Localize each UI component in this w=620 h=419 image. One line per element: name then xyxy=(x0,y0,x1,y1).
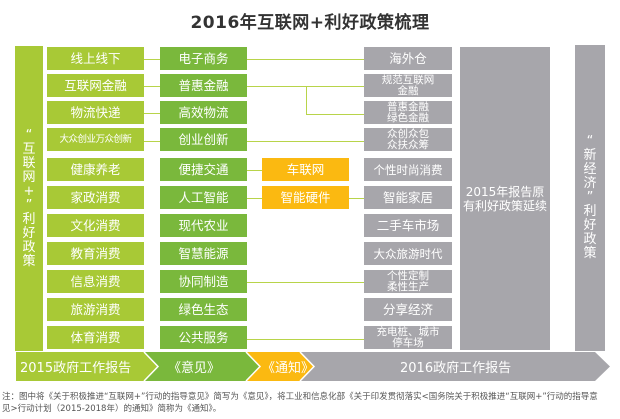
policy-continuation-box: 2015年报告原 有利好政策延续 xyxy=(460,47,550,350)
col1-box: 旅游消费 xyxy=(47,298,144,321)
big-box-text: 2015年报告原 xyxy=(465,184,545,199)
col2-box: 便捷交通 xyxy=(160,158,247,181)
timeline-2015-report: 2015政府工作报告 xyxy=(20,361,132,376)
connector-line xyxy=(247,170,262,171)
timeline-notice: 《通知》 xyxy=(262,361,315,376)
col2-box: 智慧能源 xyxy=(160,242,247,265)
timeline-opinion: 《意见》 xyxy=(168,361,221,376)
col4-text: 个性定制 xyxy=(387,269,429,282)
col4-box: 个性时尚消费 xyxy=(364,158,452,181)
footnote-line: 注：图中将《关于积极推进“互联网+”行动的指导意见》简写为《意见》，将工业和信息… xyxy=(2,392,598,402)
col2-box: 公共服务 xyxy=(160,326,247,349)
col4-box: 大众旅游时代 xyxy=(364,242,452,265)
connector-line xyxy=(247,141,364,142)
col3-box-connected-car: 车联网 xyxy=(262,158,349,181)
bar-char: 策 xyxy=(583,246,597,261)
col4-text: 个性时尚消费 xyxy=(373,162,443,177)
col2-box: 现代农业 xyxy=(160,214,247,237)
bar-char: 好 xyxy=(583,218,597,233)
col4-box: 海外仓 xyxy=(364,47,452,70)
bar-char: 新 xyxy=(583,148,597,163)
bar-char: 政 xyxy=(583,232,597,247)
col4-box: 规范互联网 金融 xyxy=(364,74,452,97)
col3-box-smart-hardware: 智能硬件 xyxy=(262,186,349,209)
col1-box: 信息消费 xyxy=(47,270,144,293)
col4-text: 规范互联网 xyxy=(381,73,435,86)
timeline-arrow-bar: 2015政府工作报告 《意见》 《通知》 2016政府工作报告 xyxy=(0,352,620,381)
col1-box: 文化消费 xyxy=(47,214,144,237)
bar-char: 联 xyxy=(22,155,36,171)
internet-plus-policy-bar: “ 互 联 网 + ” 利 好 政 策 xyxy=(15,46,43,351)
col1-box: 家政消费 xyxy=(47,186,144,209)
connector-line xyxy=(247,339,364,340)
connector-line xyxy=(247,86,364,87)
bar-char: “ xyxy=(25,127,33,143)
connector-line xyxy=(144,141,160,142)
connector-line xyxy=(306,114,364,115)
col4-text: 充电桩、城市 xyxy=(376,325,440,338)
connector-line xyxy=(144,86,160,87)
col4-text: 智能家居 xyxy=(382,189,433,205)
col4-text: 金融 xyxy=(397,84,419,97)
col4-box: 二手车市场 xyxy=(364,214,452,237)
col4-box: 分享经济 xyxy=(364,298,452,321)
big-box-text: 有利好政策延续 xyxy=(462,198,547,213)
col4-text: 众创众包 xyxy=(387,127,429,140)
col4-box: 智能家居 xyxy=(364,186,452,209)
bar-char: ” xyxy=(25,197,33,213)
col4-box: 普惠金融 绿色金融 xyxy=(364,101,452,124)
col4-text: 停车场 xyxy=(392,336,424,349)
connector-line xyxy=(144,59,160,60)
col2-box: 高效物流 xyxy=(160,101,247,124)
col4-box: 个性定制 柔性生产 xyxy=(364,270,452,293)
bar-char: 利 xyxy=(583,204,597,219)
col4-box: 充电桩、城市 停车场 xyxy=(364,326,452,349)
connector-line xyxy=(247,59,364,60)
col1-box: 大众创业万众创新 xyxy=(47,128,144,151)
bar-char: 利 xyxy=(22,211,36,227)
connector-line xyxy=(306,86,307,114)
bar-char: 政 xyxy=(22,239,36,255)
col2-box: 协同制造 xyxy=(160,270,247,293)
col4-text: 众扶众筹 xyxy=(387,138,429,151)
connector-line xyxy=(247,282,364,283)
timeline-arrows-graphic xyxy=(16,352,610,381)
connector-line xyxy=(144,113,160,114)
col1-box: 物流快递 xyxy=(47,101,144,124)
col4-text: 海外仓 xyxy=(389,50,427,66)
new-economy-policy-bar: “ 新 经 济 ” 利 好 政 策 xyxy=(575,45,605,351)
col1-box: 线上线下 xyxy=(47,47,144,70)
bar-char: “ xyxy=(586,134,594,149)
col1-box: 体育消费 xyxy=(47,326,144,349)
connector-line xyxy=(349,198,364,199)
col1-box: 健康养老 xyxy=(47,158,144,181)
footnote-line: 见>行动计划（2015-2018年）的通知》简称为《通知》。 xyxy=(2,404,222,414)
col4-text: 二手车市场 xyxy=(376,217,440,233)
diagram-title: 2016年互联网+利好政策梳理 xyxy=(190,13,430,33)
col2-box: 人工智能 xyxy=(160,186,247,209)
bar-char: 策 xyxy=(22,253,36,269)
bar-char: 网 xyxy=(22,169,36,185)
col2-box: 电子商务 xyxy=(160,47,247,70)
bar-char: 互 xyxy=(22,141,36,157)
bar-char: ” xyxy=(586,190,594,205)
connector-line xyxy=(247,198,262,199)
col2-box: 绿色生态 xyxy=(160,298,247,321)
bar-char: 经 xyxy=(583,162,597,177)
col4-text: 大众旅游时代 xyxy=(373,246,443,261)
footnote: 注：图中将《关于积极推进“互联网+”行动的指导意见》简写为《意见》，将工业和信息… xyxy=(2,391,618,415)
col4-box: 众创众包 众扶众筹 xyxy=(364,128,452,151)
col2-box: 普惠金融 xyxy=(160,74,247,97)
col4-text: 普惠金融 xyxy=(387,100,429,113)
bar-char: 好 xyxy=(22,225,36,241)
col2-box: 创业创新 xyxy=(160,128,247,151)
col1-box: 互联网金融 xyxy=(47,74,144,97)
bar-char: 济 xyxy=(583,176,597,191)
bar-char: + xyxy=(23,183,35,199)
col4-text: 分享经济 xyxy=(382,301,433,317)
col4-text: 绿色金融 xyxy=(387,111,429,124)
timeline-2016-report: 2016政府工作报告 xyxy=(400,361,512,376)
col1-box: 教育消费 xyxy=(47,242,144,265)
col4-text: 柔性生产 xyxy=(387,280,429,293)
